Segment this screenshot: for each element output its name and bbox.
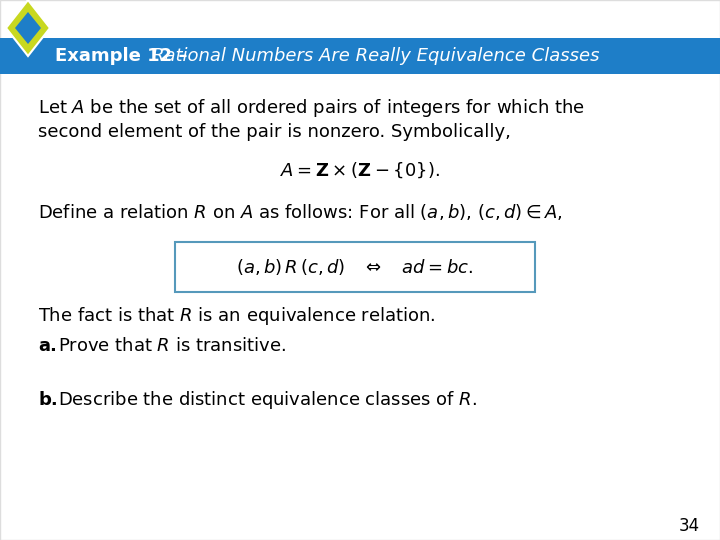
- Text: Describe the distinct equivalence classes of $R$.: Describe the distinct equivalence classe…: [58, 389, 477, 411]
- Polygon shape: [6, 0, 50, 56]
- Text: $(a, b)\, R\, (c, d) \quad \Leftrightarrow \quad ad = bc.$: $(a, b)\, R\, (c, d) \quad \Leftrightarr…: [236, 257, 474, 277]
- Text: a.: a.: [38, 337, 57, 355]
- Text: Prove that $R$ is transitive.: Prove that $R$ is transitive.: [58, 337, 286, 355]
- Text: Let $A$ be the set of all ordered pairs of integers for which the: Let $A$ be the set of all ordered pairs …: [38, 97, 585, 119]
- Text: second element of the pair is nonzero. Symbolically,: second element of the pair is nonzero. S…: [38, 123, 511, 141]
- FancyBboxPatch shape: [175, 242, 535, 292]
- Text: Define a relation $R$ on $A$ as follows: For all $(a, b)$, $(c, d) \in A,$: Define a relation $R$ on $A$ as follows:…: [38, 202, 563, 222]
- FancyBboxPatch shape: [0, 38, 720, 74]
- Text: Rational Numbers Are Really Equivalence Classes: Rational Numbers Are Really Equivalence …: [152, 47, 600, 65]
- Text: The fact is that $R$ is an equivalence relation.: The fact is that $R$ is an equivalence r…: [38, 305, 436, 327]
- Text: 34: 34: [679, 517, 700, 535]
- Text: $A = \mathbf{Z} \times (\mathbf{Z} - \{0\}).$: $A = \mathbf{Z} \times (\mathbf{Z} - \{0…: [280, 160, 440, 180]
- Text: b.: b.: [38, 391, 58, 409]
- Text: Example 12 –: Example 12 –: [55, 47, 194, 65]
- Polygon shape: [15, 12, 41, 44]
